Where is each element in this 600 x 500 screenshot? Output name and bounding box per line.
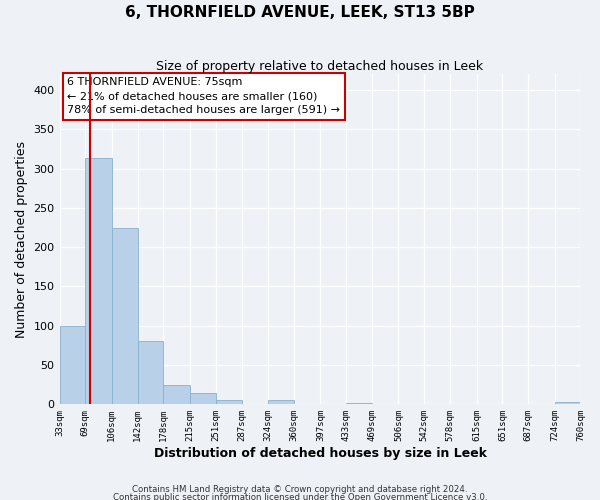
Bar xyxy=(268,400,294,404)
Bar xyxy=(163,384,190,404)
Bar xyxy=(190,394,216,404)
Text: Contains HM Land Registry data © Crown copyright and database right 2024.: Contains HM Land Registry data © Crown c… xyxy=(132,486,468,494)
Title: Size of property relative to detached houses in Leek: Size of property relative to detached ho… xyxy=(157,60,484,73)
Bar xyxy=(59,326,85,404)
Text: 6, THORNFIELD AVENUE, LEEK, ST13 5BP: 6, THORNFIELD AVENUE, LEEK, ST13 5BP xyxy=(125,5,475,20)
Y-axis label: Number of detached properties: Number of detached properties xyxy=(15,141,28,338)
Bar xyxy=(216,400,242,404)
Bar xyxy=(85,158,112,404)
Text: 6 THORNFIELD AVENUE: 75sqm
← 21% of detached houses are smaller (160)
78% of sem: 6 THORNFIELD AVENUE: 75sqm ← 21% of deta… xyxy=(67,78,340,116)
Text: Contains public sector information licensed under the Open Government Licence v3: Contains public sector information licen… xyxy=(113,492,487,500)
X-axis label: Distribution of detached houses by size in Leek: Distribution of detached houses by size … xyxy=(154,447,487,460)
Bar xyxy=(137,340,163,404)
Bar xyxy=(112,228,137,404)
Bar xyxy=(346,403,372,404)
Bar xyxy=(555,402,580,404)
